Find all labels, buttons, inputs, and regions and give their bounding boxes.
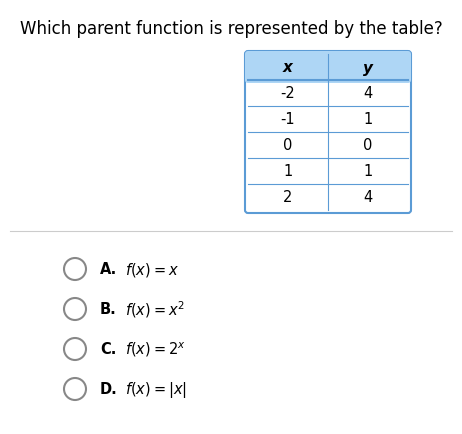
Text: $f(x) = |x|$: $f(x) = |x|$ [125,379,187,399]
Text: -2: -2 [280,86,295,101]
Bar [248,68,408,81]
Text: 2: 2 [283,190,293,205]
Text: 1: 1 [283,164,292,179]
Text: 1: 1 [364,112,373,127]
Text: 0: 0 [363,138,373,153]
Text: -1: -1 [281,112,295,127]
Text: $f(x) = x^2$: $f(x) = x^2$ [125,299,185,319]
Text: Which parent function is represented by the table?: Which parent function is represented by … [19,20,443,38]
FancyBboxPatch shape [245,52,411,214]
Text: 0: 0 [283,138,293,153]
Text: 4: 4 [364,190,373,205]
Text: A.: A. [100,262,117,277]
Text: 1: 1 [364,164,373,179]
Text: D.: D. [100,381,118,397]
Text: 4: 4 [364,86,373,101]
Text: B.: B. [100,302,117,317]
Text: C.: C. [100,342,116,357]
Text: $f(x) = x$: $f(x) = x$ [125,260,179,278]
Text: $f(x) = 2^x$: $f(x) = 2^x$ [125,340,186,358]
FancyBboxPatch shape [245,52,411,84]
Text: x: x [283,60,293,76]
Text: y: y [363,60,373,76]
